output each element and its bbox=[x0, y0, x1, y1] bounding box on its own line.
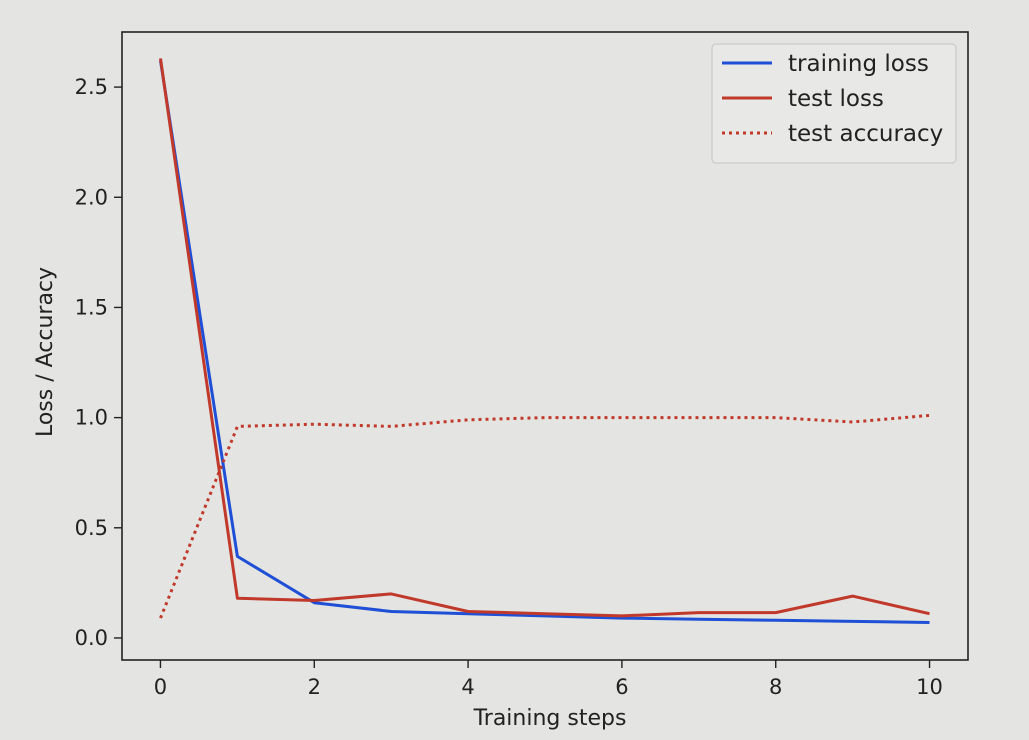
legend: training loss test loss test accuracy bbox=[711, 43, 957, 164]
y-axis-label: Loss / Accuracy bbox=[33, 267, 58, 437]
x-tick-label: 8 bbox=[769, 675, 782, 699]
legend-label: test loss bbox=[788, 86, 884, 112]
x-axis: 0 2 4 6 8 10 bbox=[154, 660, 943, 699]
legend-box bbox=[711, 43, 957, 164]
series-training-loss-line bbox=[159, 60, 930, 624]
x-axis-label: Training steps bbox=[473, 706, 627, 731]
y-tick-label: 1.0 bbox=[75, 406, 108, 430]
x-tick-label: 10 bbox=[916, 675, 943, 699]
series-test-loss-line bbox=[159, 58, 930, 618]
y-tick-label: 2.0 bbox=[75, 185, 108, 209]
x-tick-label: 6 bbox=[615, 675, 628, 699]
series-layer bbox=[159, 58, 930, 624]
y-tick-label: 1.5 bbox=[75, 295, 108, 319]
series-test-accuracy-line bbox=[159, 413, 930, 619]
x-tick-label: 2 bbox=[308, 675, 321, 699]
plot-area bbox=[121, 31, 969, 661]
legend-label: training loss bbox=[788, 51, 929, 77]
y-tick-label: 0.0 bbox=[75, 626, 108, 650]
x-tick-label: 0 bbox=[154, 675, 167, 699]
y-tick-label: 0.5 bbox=[75, 516, 108, 540]
legend-label: test accuracy bbox=[788, 121, 943, 147]
x-tick-label: 4 bbox=[461, 675, 474, 699]
y-tick-label: 2.5 bbox=[75, 75, 108, 99]
y-axis: 0.0 0.5 1.0 1.5 2.0 2.5 bbox=[75, 75, 122, 650]
